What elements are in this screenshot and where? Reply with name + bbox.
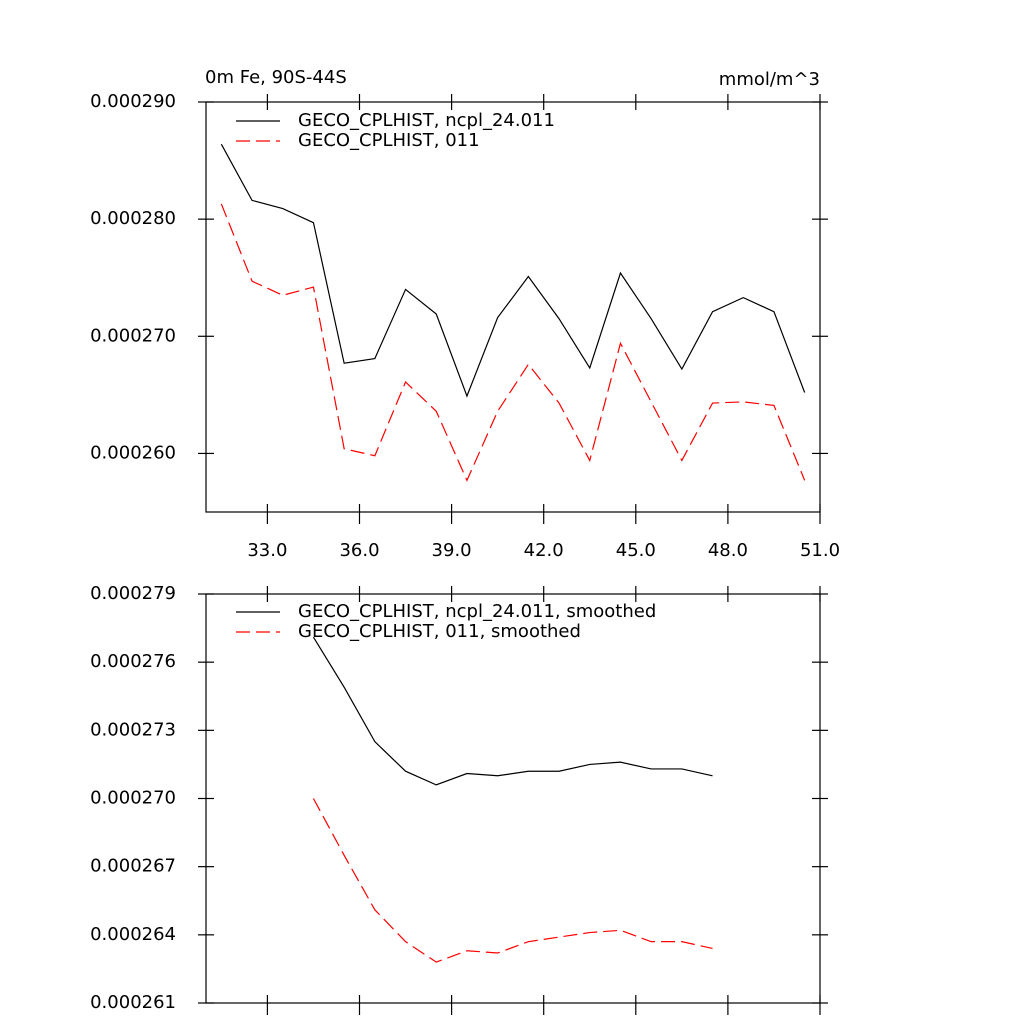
- y-tick-label: 0.000276: [90, 651, 176, 672]
- series-line: [220, 143, 806, 398]
- x-tick-label: 36.0: [339, 540, 379, 561]
- x-tick-label: 33.0: [247, 540, 287, 561]
- x-tick-label: 45.0: [616, 540, 656, 561]
- chart-title: 0m Fe, 90S-44S: [205, 67, 347, 88]
- x-tick-label: 39.0: [432, 540, 472, 561]
- legend-label: GECO_CPLHIST, 011, smoothed: [298, 621, 581, 642]
- x-tick-label: 42.0: [524, 540, 564, 561]
- y-tick-label: 0.000273: [90, 719, 176, 740]
- legend-label: GECO_CPLHIST, ncpl_24.011: [298, 110, 555, 131]
- y-tick-label: 0.000280: [90, 208, 176, 229]
- x-tick-label: 51.0: [800, 540, 840, 561]
- series-line: [220, 203, 806, 482]
- x-tick-label: 48.0: [708, 540, 748, 561]
- y-tick-label: 0.000279: [90, 583, 176, 604]
- y-tick-label: 0.000270: [90, 325, 176, 346]
- y-tick-label: 0.000260: [90, 442, 176, 463]
- units-label: mmol/m^3: [719, 69, 820, 90]
- y-tick-label: 0.000270: [90, 788, 176, 809]
- y-tick-label: 0.000290: [90, 91, 176, 112]
- y-tick-label: 0.000261: [90, 992, 176, 1013]
- y-tick-label: 0.000264: [90, 924, 176, 945]
- series-line: [312, 636, 713, 786]
- plot-frame: [205, 593, 821, 1004]
- plot-frame: [205, 101, 821, 513]
- series-line: [312, 798, 713, 963]
- y-tick-label: 0.000267: [90, 856, 176, 877]
- legend-label: GECO_CPLHIST, ncpl_24.011, smoothed: [298, 601, 656, 622]
- legend-label: GECO_CPLHIST, 011: [298, 130, 480, 151]
